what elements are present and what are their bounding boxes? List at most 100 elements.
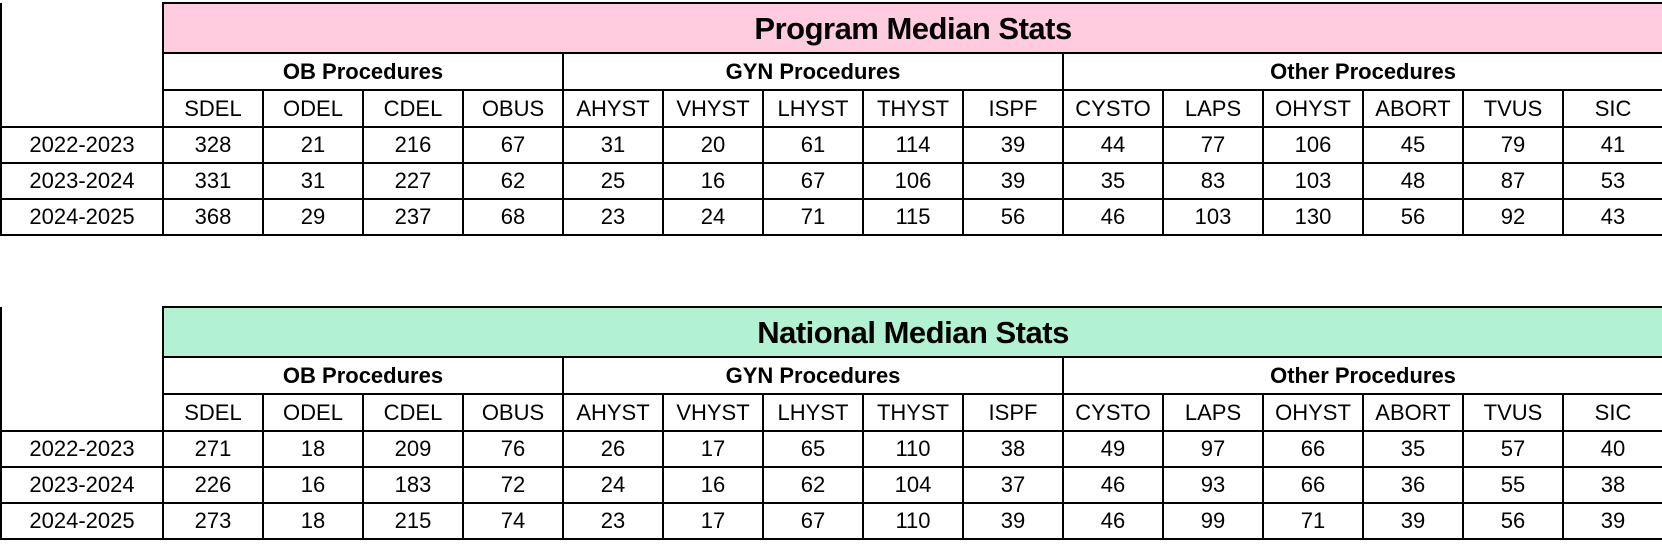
- data-cell: 183: [362, 466, 464, 504]
- column-header: OBUS: [462, 393, 564, 432]
- data-cell: 46: [1062, 466, 1164, 504]
- data-cell: 24: [662, 198, 764, 236]
- data-cell: 76: [462, 430, 564, 468]
- table-row: 2023-2024 226 16 183 72 24 16 62 104 37 46 93 66 36 55…: [0, 466, 1662, 504]
- data-cell: 237: [362, 198, 464, 236]
- spacer-cell: [0, 90, 163, 127]
- data-cell: 103: [1262, 162, 1364, 200]
- data-cell: 23: [562, 502, 664, 540]
- column-header: OHYST: [1262, 89, 1364, 128]
- data-cell: 48: [1362, 162, 1464, 200]
- table-row: 2023-2024 331 31 227 62 25 16 67 106 39 35 83 103 48 8…: [0, 162, 1662, 200]
- data-cell: 110: [862, 430, 964, 468]
- data-cell: 368: [162, 198, 264, 236]
- spacer-cell: [0, 394, 163, 431]
- data-cell: 215: [362, 502, 464, 540]
- data-cell: 16: [662, 162, 764, 200]
- data-cell: 104: [862, 466, 964, 504]
- data-cell: 36: [1362, 466, 1464, 504]
- data-cell: 273: [162, 502, 264, 540]
- data-cell: 93: [1162, 466, 1264, 504]
- data-cell: 87: [1462, 162, 1564, 200]
- data-cell: 26: [562, 430, 664, 468]
- data-cell: 20: [662, 126, 764, 164]
- data-cell: 53: [1561, 162, 1662, 200]
- column-header: TVUS: [1462, 393, 1564, 432]
- data-cell: 67: [762, 162, 864, 200]
- data-cell: 271: [162, 430, 264, 468]
- group-header: Other Procedures: [1061, 52, 1662, 91]
- data-cell: 97: [1162, 430, 1264, 468]
- data-cell: 227: [362, 162, 464, 200]
- data-cell: 46: [1062, 198, 1164, 236]
- data-cell: 43: [1561, 198, 1662, 236]
- column-header: AHYST: [562, 89, 664, 128]
- data-cell: 18: [262, 430, 364, 468]
- column-header: ABORT: [1362, 393, 1464, 432]
- column-header: LAPS: [1162, 393, 1264, 432]
- column-header: ISPF: [962, 393, 1064, 432]
- data-cell: 16: [662, 466, 764, 504]
- data-cell: 38: [1561, 466, 1662, 504]
- column-header: ABORT: [1362, 89, 1464, 128]
- column-header: ISPF: [962, 89, 1064, 128]
- data-cell: 331: [162, 162, 264, 200]
- group-header: OB Procedures: [162, 52, 564, 91]
- column-header: LAPS: [1162, 89, 1264, 128]
- column-header: VHYST: [662, 393, 764, 432]
- data-cell: 31: [562, 126, 664, 164]
- table-title: Program Median Stats: [161, 2, 1662, 54]
- data-cell: 65: [762, 430, 864, 468]
- program-median-stats-table: Program Median Stats OB Procedures GYN Pro…: [0, 2, 1662, 236]
- data-cell: 67: [762, 502, 864, 540]
- data-cell: 55: [1462, 466, 1564, 504]
- data-cell: 71: [762, 198, 864, 236]
- data-cell: 62: [762, 466, 864, 504]
- column-header: OHYST: [1262, 393, 1364, 432]
- data-cell: 83: [1162, 162, 1264, 200]
- data-cell: 25: [562, 162, 664, 200]
- data-cell: 62: [462, 162, 564, 200]
- data-cell: 56: [1362, 198, 1464, 236]
- data-cell: 67: [462, 126, 564, 164]
- data-cell: 110: [862, 502, 964, 540]
- data-cell: 35: [1362, 430, 1464, 468]
- data-cell: 45: [1362, 126, 1464, 164]
- column-header: THYST: [862, 393, 964, 432]
- data-cell: 74: [462, 502, 564, 540]
- group-header: GYN Procedures: [562, 356, 1064, 395]
- data-cell: 39: [962, 126, 1064, 164]
- data-cell: 39: [962, 162, 1064, 200]
- table-row: 2024-2025 273 18 215 74 23 17 67 110 39 46 99 71 39 56…: [0, 502, 1662, 540]
- column-header: LHYST: [762, 393, 864, 432]
- data-cell: 77: [1162, 126, 1264, 164]
- data-cell: 92: [1462, 198, 1564, 236]
- row-label: 2023-2024: [0, 466, 164, 504]
- table-title: National Median Stats: [161, 306, 1662, 358]
- data-cell: 21: [262, 126, 364, 164]
- data-cell: 44: [1062, 126, 1164, 164]
- column-header: SIC: [1561, 393, 1662, 432]
- table-row: 2024-2025 368 29 237 68 23 24 71 115 56 46 103 130 56…: [0, 198, 1662, 236]
- spacer-cell: [0, 357, 163, 394]
- data-cell: 39: [962, 502, 1064, 540]
- data-cell: 115: [862, 198, 964, 236]
- data-cell: 16: [262, 466, 364, 504]
- column-header: TVUS: [1462, 89, 1564, 128]
- data-cell: 56: [962, 198, 1064, 236]
- column-header: ODEL: [262, 393, 364, 432]
- data-cell: 41: [1561, 126, 1662, 164]
- group-header: OB Procedures: [162, 356, 564, 395]
- data-cell: 24: [562, 466, 664, 504]
- corner-spacer: [0, 307, 163, 357]
- data-cell: 35: [1062, 162, 1164, 200]
- column-header: SDEL: [162, 393, 264, 432]
- group-header: GYN Procedures: [562, 52, 1064, 91]
- row-label: 2024-2025: [0, 502, 164, 540]
- column-header-row: SDEL ODEL CDEL OBUS AHYST VHYST LHYST THYST ISPF…: [0, 393, 1662, 432]
- data-cell: 79: [1462, 126, 1564, 164]
- table-row: 2022-2023 328 21 216 67 31 20 61 114 39 44 77 106 45 7…: [0, 126, 1662, 164]
- data-cell: 23: [562, 198, 664, 236]
- data-cell: 29: [262, 198, 364, 236]
- data-cell: 17: [662, 502, 764, 540]
